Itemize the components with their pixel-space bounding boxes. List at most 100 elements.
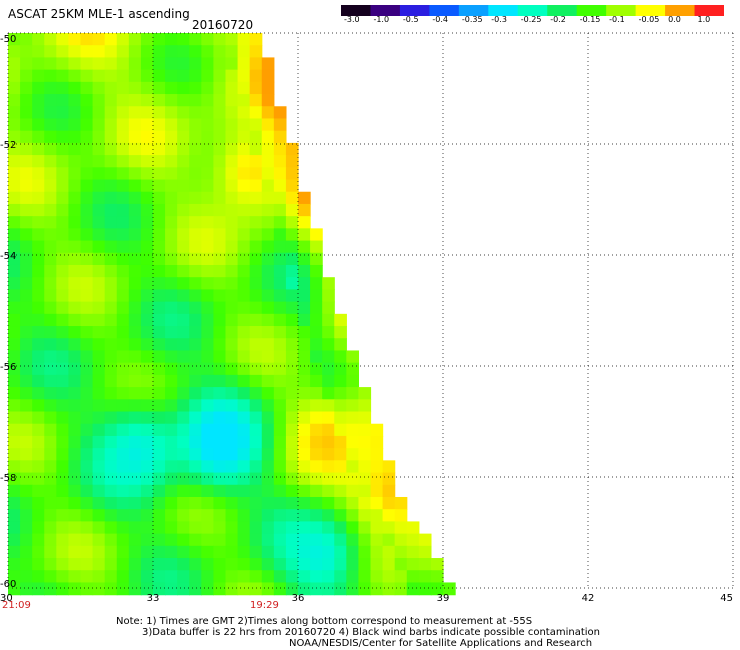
heatmap-cell — [213, 362, 227, 376]
heatmap-cell — [213, 69, 227, 83]
heatmap-cell — [116, 228, 130, 242]
heatmap-cell — [394, 570, 408, 584]
heatmap-cell — [80, 118, 94, 132]
heatmap-cell — [80, 240, 94, 254]
heatmap-cell — [56, 228, 70, 242]
heatmap-cell — [310, 387, 323, 400]
heatmap-cell — [237, 264, 251, 278]
heatmap-cell — [213, 203, 227, 217]
heatmap-cell — [418, 582, 432, 596]
heatmap-cell — [298, 362, 311, 376]
heatmap-cell — [80, 69, 94, 83]
heatmap-cell — [44, 411, 57, 425]
heatmap-cell — [249, 264, 263, 278]
heatmap-cell — [310, 558, 323, 571]
heatmap-cell — [177, 130, 190, 144]
heatmap-cell — [213, 167, 227, 181]
heatmap-cell — [92, 301, 106, 315]
heatmap-cell — [8, 142, 21, 156]
heatmap-cell — [334, 570, 347, 584]
heatmap-cell — [165, 448, 178, 461]
heatmap-cell — [8, 277, 21, 291]
colorbar-tick-label: -0.15 — [580, 15, 601, 22]
heatmap-cell — [177, 203, 190, 217]
heatmap-cell — [32, 106, 45, 120]
heatmap-cell — [310, 252, 323, 266]
heatmap-cell — [322, 545, 335, 559]
heatmap-cell — [128, 496, 142, 510]
heatmap-cell — [32, 69, 45, 83]
heatmap-cell — [370, 533, 384, 547]
heatmap-cell — [68, 69, 82, 83]
heatmap-cell — [32, 33, 45, 46]
heatmap-cell — [213, 94, 227, 107]
heatmap-cell — [116, 240, 130, 254]
heatmap-cell — [44, 350, 57, 364]
heatmap-cell — [189, 545, 202, 559]
heatmap-cell — [140, 191, 154, 205]
heatmap-cell — [249, 252, 263, 266]
heatmap-cell — [310, 484, 323, 498]
heatmap-cell — [32, 338, 45, 352]
heatmap-cell — [189, 118, 202, 132]
heatmap-cell — [237, 167, 251, 181]
heatmap-cell — [80, 435, 94, 449]
heatmap-cell — [44, 313, 57, 327]
heatmap-cell — [20, 142, 33, 156]
heatmap-cell — [165, 350, 178, 364]
heatmap-cell — [56, 509, 70, 522]
heatmap-cell — [8, 472, 21, 486]
heatmap-cell — [310, 545, 323, 559]
heatmap-cell — [32, 130, 45, 144]
heatmap-cell — [358, 399, 372, 413]
heatmap-cell — [80, 33, 94, 46]
heatmap-cell — [140, 582, 154, 596]
heatmap-cell — [225, 484, 239, 498]
heatmap-cell — [44, 94, 57, 107]
heatmap-cell — [177, 240, 190, 254]
heatmap-cell — [189, 387, 202, 400]
heatmap-cell — [153, 435, 166, 449]
heatmap-cell — [165, 45, 178, 59]
heatmap-cell — [189, 521, 202, 535]
heatmap-cell — [32, 94, 45, 107]
heatmap-cell — [165, 411, 178, 425]
heatmap-cell — [68, 533, 82, 547]
heatmap-cell — [249, 167, 263, 181]
heatmap-cell — [322, 362, 335, 376]
heatmap-cell — [20, 289, 33, 303]
heatmap-cell — [273, 558, 287, 571]
colorbar-tick-label: 0.0 — [668, 15, 681, 22]
heatmap-cell — [189, 533, 202, 547]
heatmap-cell — [177, 45, 190, 59]
heatmap-cell — [406, 570, 420, 584]
heatmap-cell — [346, 460, 360, 474]
heatmap-cell — [128, 558, 142, 571]
heatmap-cell — [201, 33, 215, 46]
heatmap-cell — [20, 521, 33, 535]
heatmap-cell — [285, 460, 299, 474]
heatmap-cell — [261, 57, 275, 71]
heatmap-cell — [80, 387, 94, 400]
heatmap-cell — [261, 216, 275, 229]
heatmap-cell — [249, 496, 263, 510]
heatmap-cell — [128, 509, 142, 522]
heatmap-cell — [92, 558, 106, 571]
heatmap-cell — [140, 277, 154, 291]
heatmap-cell — [128, 423, 142, 437]
heatmap-cell — [128, 228, 142, 242]
heatmap-cell — [20, 94, 33, 107]
heatmap-cell — [80, 142, 94, 156]
heatmap-cell — [201, 313, 215, 327]
heatmap-cell — [92, 216, 106, 229]
heatmap-cell — [140, 216, 154, 229]
heatmap-cell — [68, 252, 82, 266]
heatmap-cell — [20, 81, 33, 95]
heatmap-cell — [68, 350, 82, 364]
heatmap-cell — [104, 435, 118, 449]
heatmap-cell — [213, 142, 227, 156]
heatmap-cell — [128, 374, 142, 388]
heatmap-cell — [80, 179, 94, 193]
heatmap-cell — [285, 301, 299, 315]
heatmap-cell — [189, 142, 202, 156]
